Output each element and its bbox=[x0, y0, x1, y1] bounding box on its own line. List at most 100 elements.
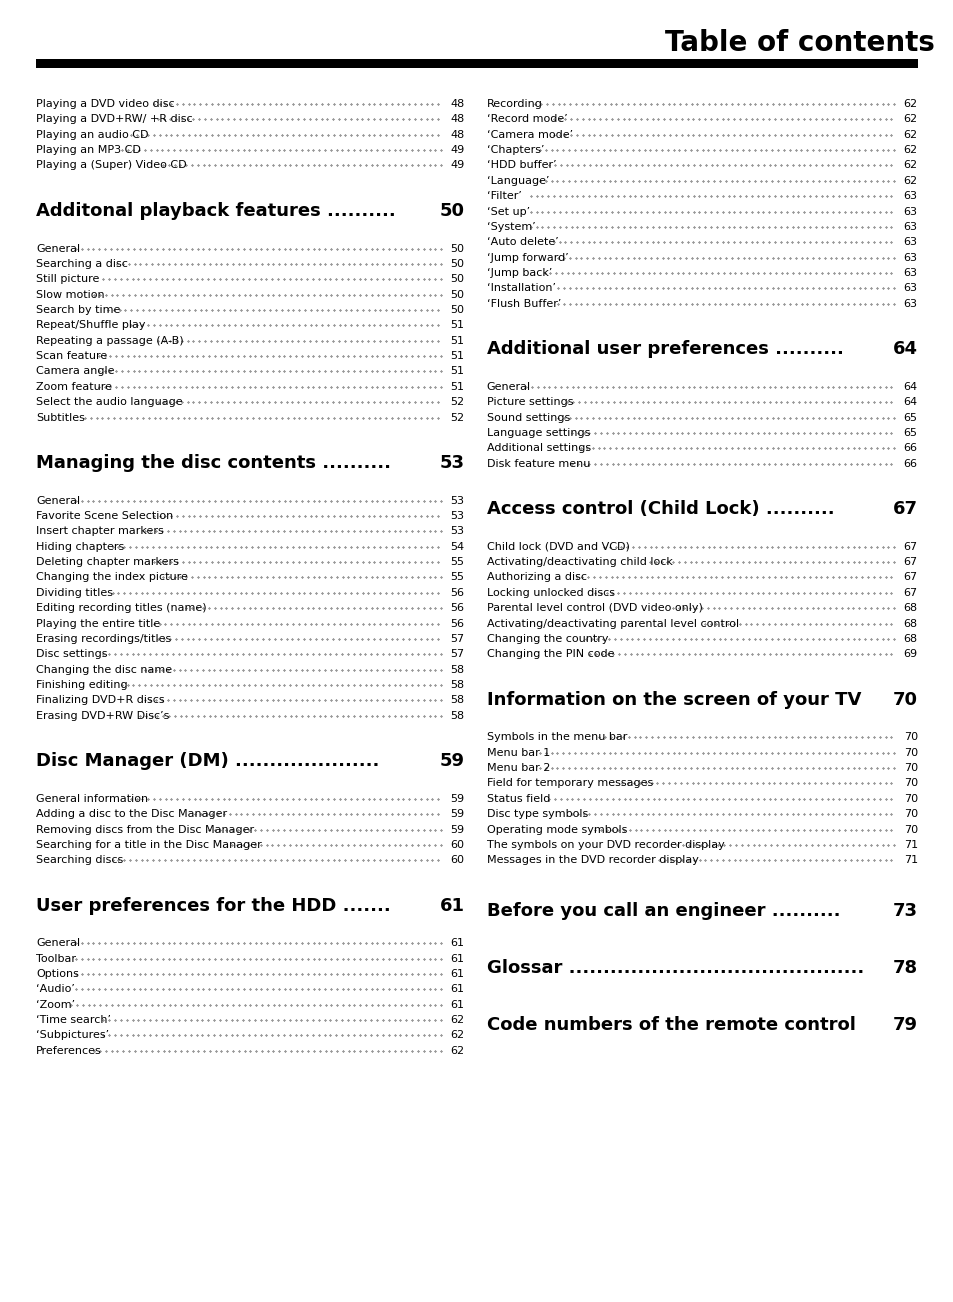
Text: 70: 70 bbox=[902, 824, 917, 835]
Text: 63: 63 bbox=[902, 268, 917, 279]
Text: User preferences for the HDD .......: User preferences for the HDD ....... bbox=[36, 897, 391, 915]
Text: Searching discs: Searching discs bbox=[36, 855, 123, 866]
Text: ‘Time search’: ‘Time search’ bbox=[36, 1016, 112, 1025]
Text: Disc type symbols: Disc type symbols bbox=[486, 809, 587, 819]
Text: Select the audio language: Select the audio language bbox=[36, 397, 183, 408]
Text: 63: 63 bbox=[902, 207, 917, 216]
Text: 63: 63 bbox=[902, 237, 917, 247]
Text: General: General bbox=[486, 381, 530, 392]
Text: Slow motion: Slow motion bbox=[36, 289, 105, 299]
Text: Disk feature menu: Disk feature menu bbox=[486, 458, 589, 469]
Text: 73: 73 bbox=[892, 902, 917, 921]
Text: 50: 50 bbox=[450, 259, 464, 270]
Text: General: General bbox=[36, 496, 80, 505]
Text: 64: 64 bbox=[902, 397, 917, 408]
Text: ‘Auto delete’: ‘Auto delete’ bbox=[486, 237, 558, 247]
Text: 60: 60 bbox=[450, 840, 464, 850]
Text: ‘Zoom’: ‘Zoom’ bbox=[36, 1000, 75, 1010]
Text: 63: 63 bbox=[902, 221, 917, 232]
Text: 64: 64 bbox=[892, 340, 917, 358]
Text: 66: 66 bbox=[902, 458, 917, 469]
Text: Child lock (DVD and VCD): Child lock (DVD and VCD) bbox=[486, 542, 629, 552]
Text: 61: 61 bbox=[439, 897, 464, 915]
Text: 51: 51 bbox=[450, 320, 464, 331]
Text: Activating/deactivating parental level control: Activating/deactivating parental level c… bbox=[486, 618, 738, 629]
Text: 51: 51 bbox=[450, 381, 464, 392]
Text: 60: 60 bbox=[450, 855, 464, 866]
Text: 64: 64 bbox=[902, 381, 917, 392]
Text: 67: 67 bbox=[892, 500, 917, 518]
Text: Camera angle: Camera angle bbox=[36, 366, 114, 376]
Text: Disc settings: Disc settings bbox=[36, 650, 108, 659]
Text: Zoom feature: Zoom feature bbox=[36, 381, 112, 392]
Text: Activating/deactivating child lock: Activating/deactivating child lock bbox=[486, 557, 672, 568]
Text: Table of contents: Table of contents bbox=[664, 29, 934, 57]
Text: 62: 62 bbox=[902, 115, 917, 125]
Text: 65: 65 bbox=[902, 428, 917, 437]
Text: 63: 63 bbox=[902, 298, 917, 309]
Text: Messages in the DVD recorder display: Messages in the DVD recorder display bbox=[486, 855, 698, 866]
Text: Recording: Recording bbox=[486, 99, 542, 109]
Text: 67: 67 bbox=[902, 573, 917, 582]
Text: Playing the entire title: Playing the entire title bbox=[36, 618, 160, 629]
Text: Before you call an engineer ..........: Before you call an engineer .......... bbox=[486, 902, 840, 921]
Text: 70: 70 bbox=[902, 732, 917, 742]
Text: 70: 70 bbox=[902, 747, 917, 758]
Text: 63: 63 bbox=[902, 191, 917, 202]
Text: 61: 61 bbox=[450, 953, 464, 963]
Text: 52: 52 bbox=[450, 413, 464, 423]
Text: Changing the PIN code: Changing the PIN code bbox=[486, 650, 614, 659]
Text: Removing discs from the Disc Manager: Removing discs from the Disc Manager bbox=[36, 824, 254, 835]
Text: Favorite Scene Selection: Favorite Scene Selection bbox=[36, 510, 173, 521]
Text: 55: 55 bbox=[450, 573, 464, 582]
Text: ‘Subpictures’: ‘Subpictures’ bbox=[36, 1030, 110, 1040]
Text: 59: 59 bbox=[450, 809, 464, 819]
Text: Searching for a title in the Disc Manager: Searching for a title in the Disc Manage… bbox=[36, 840, 262, 850]
Text: 62: 62 bbox=[450, 1030, 464, 1040]
Text: 62: 62 bbox=[450, 1046, 464, 1056]
Text: Playing an MP3 CD: Playing an MP3 CD bbox=[36, 145, 141, 155]
Text: Changing the disc name: Changing the disc name bbox=[36, 664, 172, 674]
Text: 65: 65 bbox=[902, 413, 917, 423]
Text: 49: 49 bbox=[450, 160, 464, 171]
Text: Information on the screen of your TV: Information on the screen of your TV bbox=[486, 690, 860, 708]
Text: 62: 62 bbox=[902, 145, 917, 155]
Bar bbox=[36, 59, 917, 68]
Text: Picture settings: Picture settings bbox=[486, 397, 573, 408]
Text: Symbols in the menu bar: Symbols in the menu bar bbox=[486, 732, 626, 742]
Text: 58: 58 bbox=[450, 680, 464, 690]
Text: Scan feature: Scan feature bbox=[36, 352, 108, 361]
Text: Access control (Child Lock) ..........: Access control (Child Lock) .......... bbox=[486, 500, 833, 518]
Text: Erasing DVD+RW Disc’s: Erasing DVD+RW Disc’s bbox=[36, 711, 170, 721]
Text: Menu bar 1: Menu bar 1 bbox=[486, 747, 549, 758]
Text: ‘Flush Buffer’: ‘Flush Buffer’ bbox=[486, 298, 560, 309]
Text: 71: 71 bbox=[902, 855, 917, 866]
Text: Subtitles: Subtitles bbox=[36, 413, 85, 423]
Text: Erasing recordings/titles: Erasing recordings/titles bbox=[36, 634, 172, 644]
Text: Locking unlocked discs: Locking unlocked discs bbox=[486, 587, 614, 598]
Text: 61: 61 bbox=[450, 939, 464, 948]
Text: 59: 59 bbox=[439, 753, 464, 771]
Text: Operating mode symbols: Operating mode symbols bbox=[486, 824, 626, 835]
Text: Additonal playback features ..........: Additonal playback features .......... bbox=[36, 202, 395, 220]
Text: General information: General information bbox=[36, 794, 149, 803]
Text: Sound settings: Sound settings bbox=[486, 413, 569, 423]
Text: 67: 67 bbox=[902, 542, 917, 552]
Text: 48: 48 bbox=[450, 115, 464, 125]
Text: 52: 52 bbox=[450, 397, 464, 408]
Text: Playing an audio CD: Playing an audio CD bbox=[36, 130, 149, 139]
Text: Adding a disc to the Disc Manager: Adding a disc to the Disc Manager bbox=[36, 809, 227, 819]
Text: 53: 53 bbox=[450, 496, 464, 505]
Text: 69: 69 bbox=[902, 650, 917, 659]
Text: 68: 68 bbox=[902, 634, 917, 644]
Text: 63: 63 bbox=[902, 253, 917, 263]
Text: 50: 50 bbox=[450, 289, 464, 299]
Text: Dividing titles: Dividing titles bbox=[36, 587, 113, 598]
Text: 48: 48 bbox=[450, 99, 464, 109]
Text: 70: 70 bbox=[892, 690, 917, 708]
Text: 58: 58 bbox=[450, 695, 464, 706]
Text: Editing recording titles (name): Editing recording titles (name) bbox=[36, 603, 207, 613]
Text: 62: 62 bbox=[902, 160, 917, 171]
Text: Code numbers of the remote control: Code numbers of the remote control bbox=[486, 1017, 855, 1035]
Text: General: General bbox=[36, 243, 80, 254]
